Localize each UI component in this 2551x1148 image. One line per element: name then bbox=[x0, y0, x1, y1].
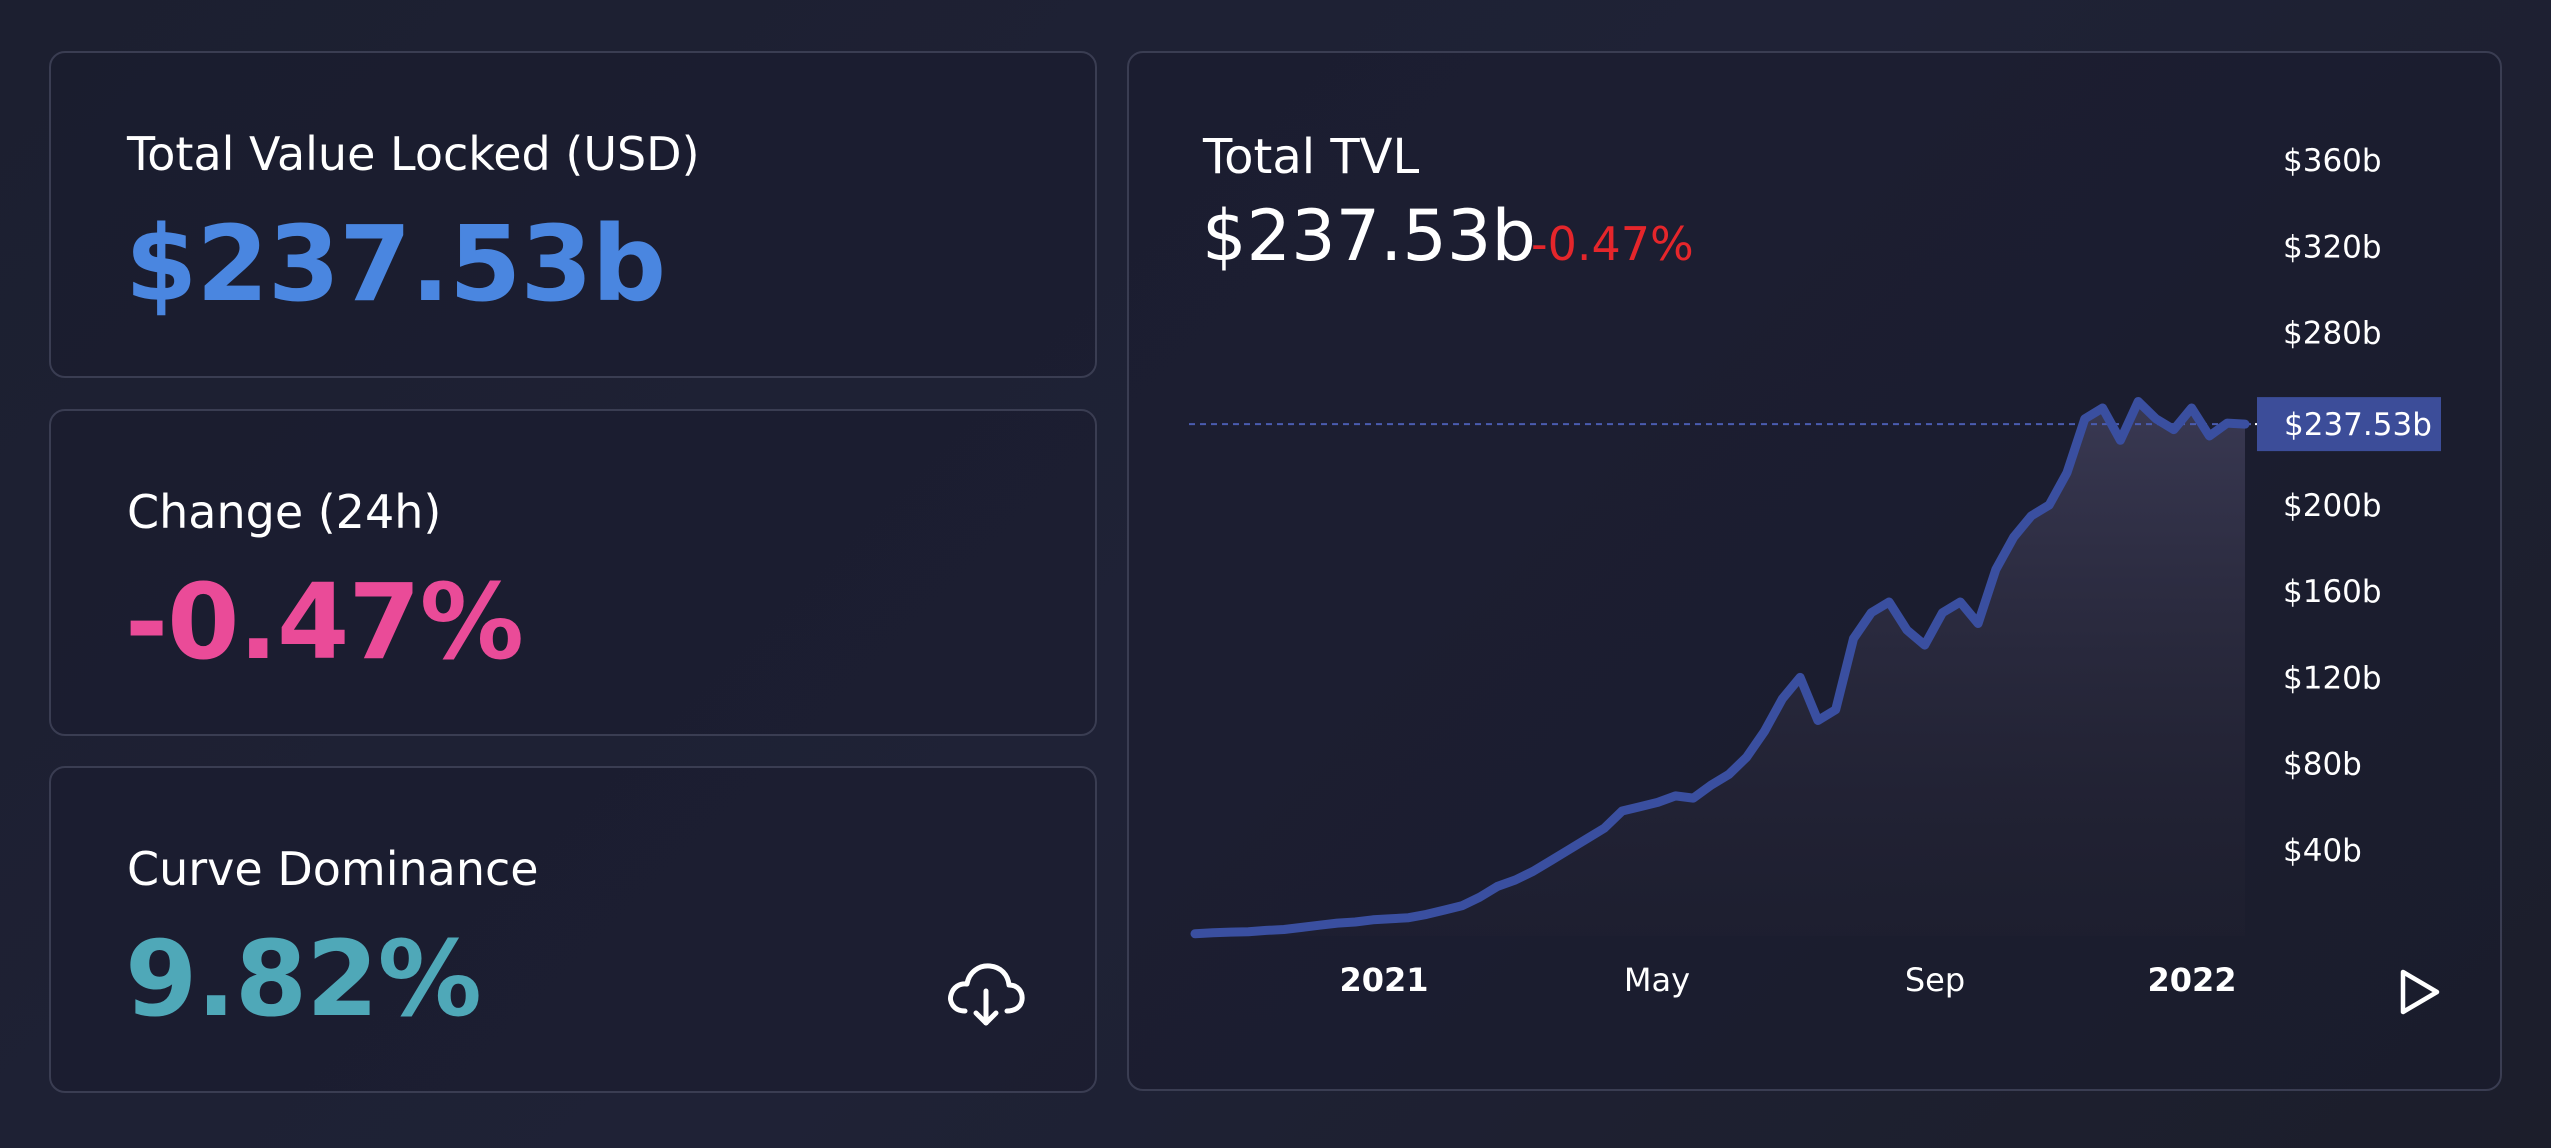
y-tick-label: $360b bbox=[2283, 143, 2382, 179]
x-tick-label: 2021 bbox=[1339, 961, 1428, 999]
dominance-label: Curve Dominance bbox=[127, 842, 539, 896]
change-value: -0.47% bbox=[125, 561, 524, 683]
play-icon bbox=[2400, 969, 2440, 1015]
y-axis: $360b$320b$280b$240b$200b$160b$120b$80b$… bbox=[2283, 143, 2382, 869]
tvl-card: Total Value Locked (USD) $237.53b bbox=[49, 51, 1097, 378]
change-card: Change (24h) -0.47% bbox=[49, 409, 1097, 736]
x-tick-label: 2022 bbox=[2147, 961, 2236, 999]
y-tick-label: $160b bbox=[2283, 574, 2382, 610]
chart-change: -0.47% bbox=[1531, 217, 1694, 271]
dominance-card: Curve Dominance 9.82% bbox=[49, 766, 1097, 1093]
download-button[interactable] bbox=[947, 959, 1025, 1029]
change-label: Change (24h) bbox=[127, 485, 442, 539]
chart-total-value: $237.53b bbox=[1202, 195, 1536, 277]
tvl-chart-card: $360b$320b$280b$240b$200b$160b$120b$80b$… bbox=[1127, 51, 2502, 1091]
y-tick-label: $120b bbox=[2283, 660, 2382, 696]
play-button[interactable] bbox=[2397, 967, 2443, 1017]
chart-title: Total TVL bbox=[1203, 129, 1420, 185]
x-tick-label: Sep bbox=[1905, 961, 1965, 999]
dominance-value: 9.82% bbox=[125, 918, 482, 1040]
tvl-label: Total Value Locked (USD) bbox=[127, 127, 700, 181]
y-tick-label: $320b bbox=[2283, 229, 2382, 265]
y-tick-label: $280b bbox=[2283, 316, 2382, 352]
y-tick-label: $80b bbox=[2283, 747, 2362, 783]
y-tick-label: $200b bbox=[2283, 488, 2382, 524]
tvl-chart: $360b$320b$280b$240b$200b$160b$120b$80b$… bbox=[1189, 143, 2441, 999]
chart-line bbox=[1190, 397, 2250, 939]
current-value-tag: $237.53b bbox=[2255, 397, 2441, 452]
y-tick-label: $40b bbox=[2283, 833, 2362, 869]
cloud-download-icon bbox=[948, 963, 1025, 1026]
current-value-label: $237.53b bbox=[2284, 407, 2432, 443]
x-axis: 2021 May Sep 2022 bbox=[1339, 961, 2236, 999]
chart-area bbox=[1195, 401, 2245, 936]
tvl-value: $237.53b bbox=[125, 203, 666, 325]
x-tick-label: May bbox=[1624, 961, 1690, 999]
